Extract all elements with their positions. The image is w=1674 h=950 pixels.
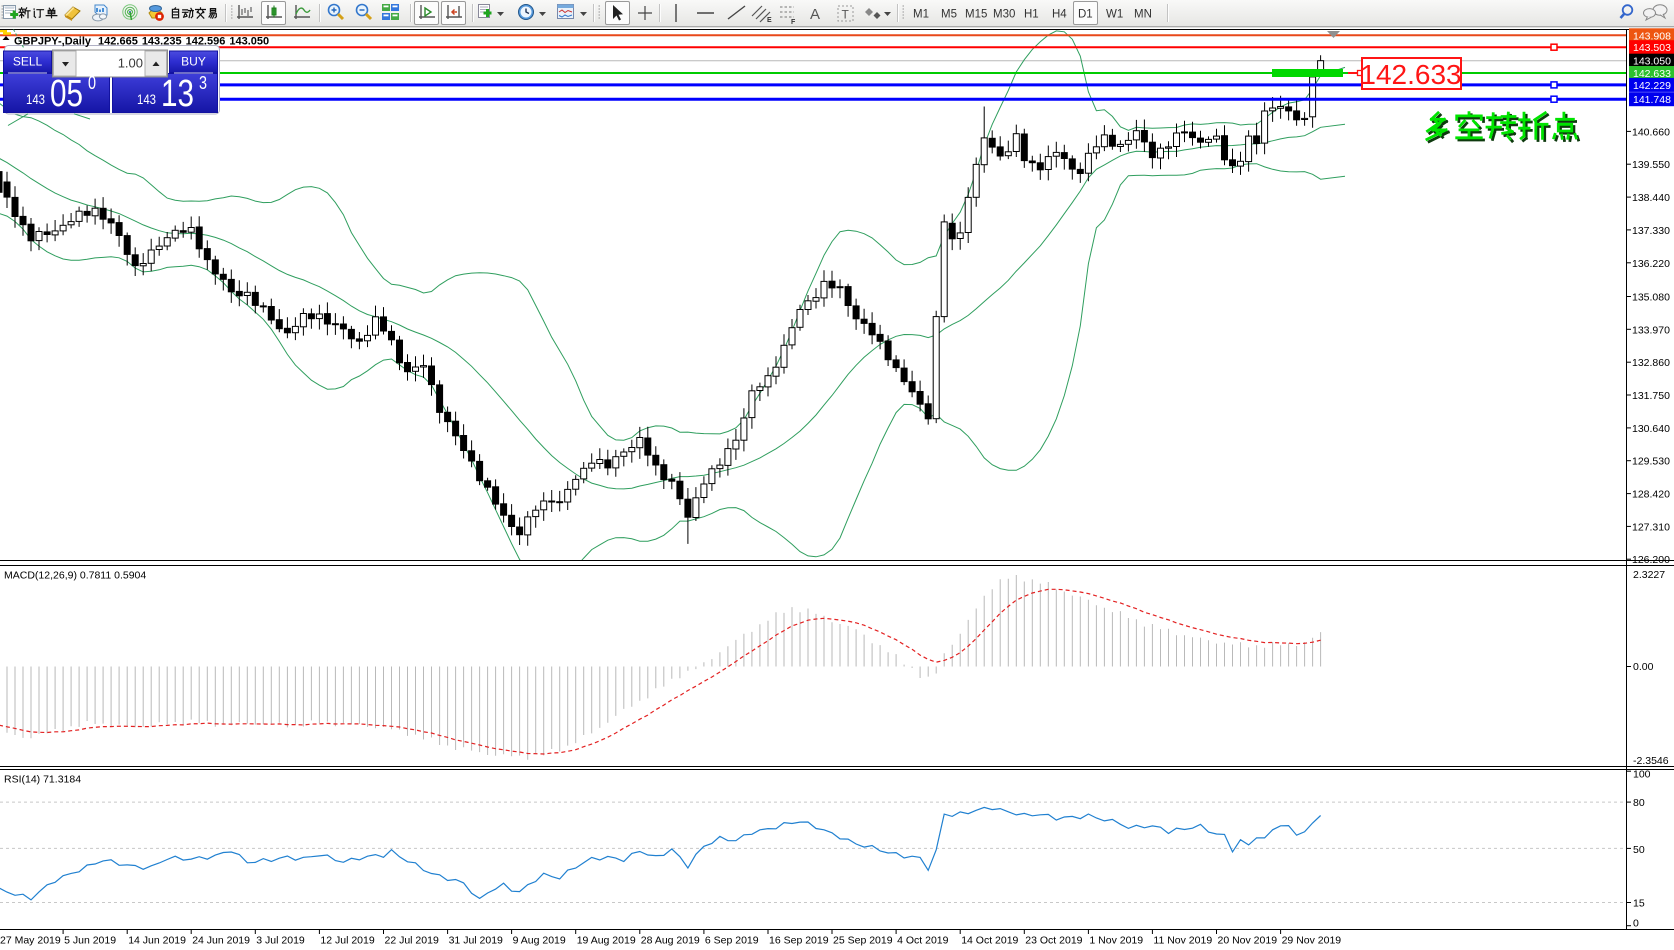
svg-text:27 May 2019: 27 May 2019 (0, 935, 61, 947)
svg-text:24 Jun 2019: 24 Jun 2019 (192, 935, 250, 947)
svg-text:142.633: 142.633 (1633, 68, 1671, 80)
svg-text:100: 100 (1633, 769, 1651, 781)
svg-text:12 Jul 2019: 12 Jul 2019 (320, 935, 374, 947)
svg-text:135.080: 135.080 (1632, 292, 1670, 304)
svg-text:13: 13 (161, 73, 194, 115)
svg-text:05: 05 (50, 73, 83, 115)
svg-text:BUY: BUY (181, 55, 206, 69)
svg-text:MACD(12,26,9) 0.7811 0.5904: MACD(12,26,9) 0.7811 0.5904 (4, 570, 146, 582)
svg-text:141.748: 141.748 (1633, 94, 1671, 106)
svg-text:A: A (810, 6, 820, 23)
svg-text:-2.3546: -2.3546 (1633, 755, 1669, 767)
svg-text:143.050: 143.050 (1633, 56, 1671, 68)
svg-text:139.550: 139.550 (1632, 159, 1670, 171)
svg-text:22 Jul 2019: 22 Jul 2019 (385, 935, 439, 947)
svg-text:F: F (791, 19, 796, 26)
svg-text:1.00: 1.00 (118, 56, 143, 71)
svg-text:136.220: 136.220 (1632, 258, 1670, 270)
svg-text:5 Jun 2019: 5 Jun 2019 (64, 935, 116, 947)
svg-text:14 Oct 2019: 14 Oct 2019 (961, 935, 1018, 947)
svg-text:M30: M30 (993, 9, 1015, 21)
svg-text:133.970: 133.970 (1632, 324, 1670, 336)
svg-text:14 Jun 2019: 14 Jun 2019 (128, 935, 186, 947)
svg-text:M5: M5 (941, 9, 957, 21)
svg-text:4 Oct 2019: 4 Oct 2019 (897, 935, 949, 947)
svg-text:25 Sep 2019: 25 Sep 2019 (833, 935, 893, 947)
svg-text:130.640: 130.640 (1632, 423, 1670, 435)
svg-text:0.00: 0.00 (1633, 661, 1654, 673)
svg-text:SELL: SELL (13, 55, 43, 69)
svg-text:M15: M15 (965, 9, 987, 21)
svg-text:128.420: 128.420 (1632, 489, 1670, 501)
svg-text:143.503: 143.503 (1633, 42, 1671, 54)
svg-text:19 Aug 2019: 19 Aug 2019 (577, 935, 636, 947)
svg-text:50: 50 (1633, 844, 1645, 856)
svg-text:0: 0 (1633, 918, 1639, 930)
svg-text:20 Nov 2019: 20 Nov 2019 (1218, 935, 1278, 947)
svg-text:137.330: 137.330 (1632, 225, 1670, 237)
svg-text:3 Jul 2019: 3 Jul 2019 (256, 935, 305, 947)
svg-text:80: 80 (1633, 797, 1645, 809)
svg-text:M1: M1 (913, 9, 929, 21)
svg-text:142.633: 142.633 (1360, 59, 1461, 90)
svg-text:23 Oct 2019: 23 Oct 2019 (1025, 935, 1082, 947)
svg-text:132.860: 132.860 (1632, 357, 1670, 369)
svg-text:11 Nov 2019: 11 Nov 2019 (1153, 935, 1212, 947)
svg-text:3: 3 (199, 73, 207, 93)
svg-text:143: 143 (137, 91, 156, 107)
svg-text:127.310: 127.310 (1632, 521, 1670, 533)
svg-text:15: 15 (1633, 898, 1645, 910)
svg-text:H1: H1 (1024, 9, 1039, 21)
svg-text:131.750: 131.750 (1632, 390, 1670, 402)
svg-text:T: T (842, 8, 850, 22)
svg-text:RSI(14) 71.3184: RSI(14) 71.3184 (4, 774, 81, 786)
svg-text:W1: W1 (1106, 9, 1123, 21)
svg-text:31 Jul 2019: 31 Jul 2019 (449, 935, 503, 947)
svg-text:143.908: 143.908 (1633, 30, 1671, 42)
svg-text:E: E (767, 17, 772, 24)
svg-text:126.200: 126.200 (1632, 554, 1670, 566)
svg-text:143: 143 (26, 91, 45, 107)
svg-text:MN: MN (1134, 9, 1152, 21)
svg-text:6 Sep 2019: 6 Sep 2019 (705, 935, 759, 947)
svg-text:16 Sep 2019: 16 Sep 2019 (769, 935, 829, 947)
svg-text:D1: D1 (1078, 9, 1093, 21)
svg-text:0: 0 (88, 73, 96, 93)
svg-text:142.229: 142.229 (1633, 80, 1671, 92)
svg-text:9 Aug 2019: 9 Aug 2019 (513, 935, 566, 947)
svg-text:28 Aug 2019: 28 Aug 2019 (641, 935, 700, 947)
svg-text:2.3227: 2.3227 (1633, 569, 1665, 581)
svg-text:140.660: 140.660 (1632, 126, 1670, 138)
svg-text:29 Nov 2019: 29 Nov 2019 (1282, 935, 1342, 947)
svg-text:1 Nov 2019: 1 Nov 2019 (1089, 935, 1143, 947)
svg-text:129.530: 129.530 (1632, 456, 1670, 468)
svg-text:H4: H4 (1052, 9, 1067, 21)
svg-text:138.440: 138.440 (1632, 192, 1670, 204)
